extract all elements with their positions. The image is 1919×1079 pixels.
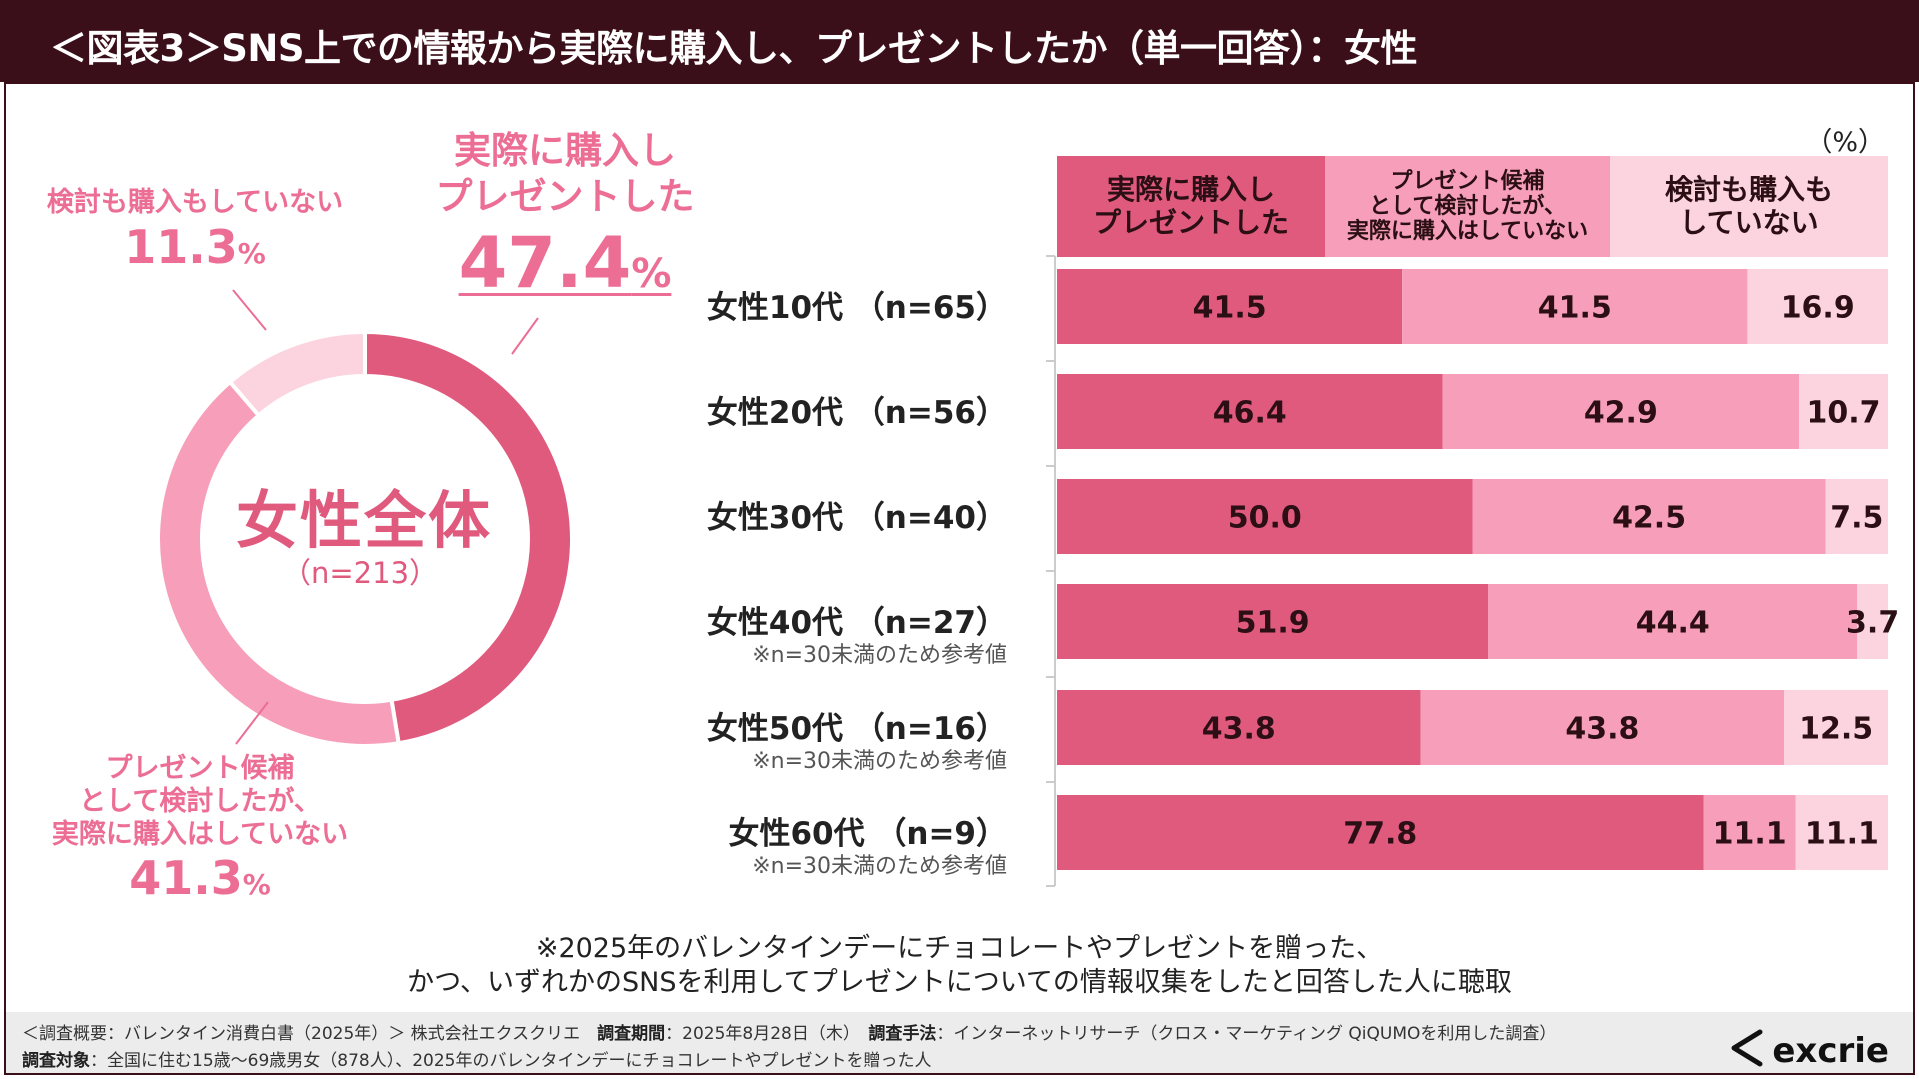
donut-label-none: 検討も購入もしていない 11.3% — [30, 186, 360, 274]
footnote-line1: ※2025年のバレンタインデーにチョコレートやプレゼントを贈った、 — [535, 933, 1384, 964]
donut-slice-considered — [156, 379, 401, 748]
bar-purchased-row6 — [1057, 795, 1704, 870]
bar-purchased-row1 — [1057, 269, 1403, 344]
bar-label-purchased-row1: 41.5 — [1193, 291, 1267, 326]
bar-label-none-row1: 16.9 — [1781, 291, 1855, 326]
bar-purchased-row3 — [1057, 479, 1473, 554]
legend-considered-line1: プレゼント候補 — [1390, 168, 1545, 194]
legend-purchased-line1: 実際に購入し — [1106, 173, 1275, 207]
donut-label-purchased-line1: 実際に購入し — [454, 129, 676, 172]
row-label-10s: 女性10代 （n=65） — [706, 290, 1007, 326]
legend-purchased: 実際に購入し プレゼントした — [1057, 156, 1325, 257]
bar-label-none-row3: 7.5 — [1830, 501, 1883, 536]
donut-label-none-line1: 検討も購入もしていない — [46, 187, 344, 218]
bar-considered-row5 — [1420, 690, 1785, 765]
survey-info-bar — [6, 1012, 1913, 1073]
bar-none-row2 — [1799, 374, 1888, 449]
row-note-60s: ※n=30未満のため参考値 — [752, 854, 1007, 879]
legend-none: 検討も購入も していない — [1610, 156, 1888, 257]
donut-label-considered-line1: プレゼント候補 — [105, 753, 295, 784]
row-label-60s: 女性60代 （n=9） — [728, 816, 1007, 852]
row-label-20s: 女性20代 （n=56） — [706, 395, 1007, 431]
donut-label-considered-line3: 実際に購入はしていない — [51, 819, 349, 850]
bar-considered-row6 — [1703, 795, 1796, 870]
donut-unit-purchased: % — [631, 251, 672, 297]
legend-purchased-line2: プレゼントした — [1092, 205, 1289, 239]
bar-label-purchased-row6: 77.8 — [1343, 817, 1417, 852]
bar-label-considered-row5: 43.8 — [1565, 712, 1639, 747]
legend-none-line1: 検討も購入も — [1664, 173, 1833, 207]
donut-slice-none — [227, 329, 367, 419]
donut-center-n: （n=213） — [282, 556, 439, 590]
row-label-40s: 女性40代 （n=27） — [706, 605, 1007, 641]
title-bar: ＜図表3＞SNS上での情報から実際に購入し、プレゼントしたか（単一回答）：女性 — [0, 0, 1919, 82]
legend-none-line2: していない — [1679, 205, 1819, 239]
logo-mark-icon — [1731, 1029, 1763, 1067]
donut-label-considered-line2: として検討したが、 — [79, 786, 321, 817]
legend-considered-line2: として検討したが、 — [1369, 193, 1566, 219]
bar-none-row6 — [1795, 795, 1888, 870]
survey-overview: ＜調査概要：バレンタイン消費白書（2025年）＞ 株式会社エクスクリエ — [22, 1024, 598, 1044]
donut-label-purchased: 実際に購入し プレゼントした 47.4% — [420, 128, 710, 304]
bar-considered-row4 — [1488, 584, 1858, 659]
leader-line-none — [232, 289, 267, 331]
donut-label-considered: プレゼント候補 として検討したが、 実際に購入はしていない 41.3% — [40, 752, 360, 905]
bar-considered-row2 — [1442, 374, 1800, 449]
bar-label-none-row2: 10.7 — [1807, 396, 1881, 431]
bar-label-purchased-row2: 46.4 — [1213, 396, 1287, 431]
survey-line1: ＜調査概要：バレンタイン消費白書（2025年）＞ 株式会社エクスクリエ 調査期間… — [22, 1019, 1556, 1044]
bar-label-purchased-row5: 43.8 — [1202, 712, 1276, 747]
survey-period-value: ：2025年8月28日（木） — [665, 1024, 869, 1044]
donut-unit-none: % — [237, 237, 266, 270]
donut-value-none: 11.3 — [124, 220, 238, 274]
bar-purchased-row5 — [1057, 690, 1421, 765]
survey-line2: 調査対象：全国に住む15歳～69歳男女（878人）、2025年のバレンタインデー… — [22, 1046, 931, 1071]
survey-method-label: 調査手法 — [868, 1024, 937, 1044]
bar-considered-row3 — [1472, 479, 1826, 554]
bar-purchased-row2 — [1057, 374, 1443, 449]
bar-purchased-row4 — [1057, 584, 1489, 659]
survey-period-label: 調査期間 — [597, 1024, 666, 1044]
row-note-40s: ※n=30未満のため参考値 — [752, 643, 1007, 668]
donut-center-title: 女性全体 — [236, 484, 493, 557]
bar-label-purchased-row3: 50.0 — [1228, 501, 1302, 536]
donut-value-purchased: 47.4 — [458, 222, 632, 304]
bar-label-none-row6: 11.1 — [1805, 817, 1879, 852]
leader-line-purchased — [511, 317, 539, 355]
survey-target-value: ：全国に住む15歳～69歳男女（878人）、2025年のバレンタインデーにチョコ… — [90, 1051, 932, 1071]
row-label-30s: 女性30代 （n=40） — [706, 500, 1007, 536]
bar-none-row3 — [1825, 479, 1888, 554]
percent-unit: （%） — [1805, 127, 1885, 158]
survey-method-value: ：インターネットリサーチ（クロス・マーケティング QiQUMOを利用した調査） — [936, 1024, 1557, 1044]
bar-label-none-row4: 3.7 — [1846, 606, 1899, 641]
donut-label-purchased-line2: プレゼントした — [435, 175, 695, 218]
bar-label-none-row5: 12.5 — [1799, 712, 1873, 747]
bar-label-considered-row1: 41.5 — [1538, 291, 1612, 326]
bar-label-considered-row6: 11.1 — [1713, 817, 1787, 852]
donut-slice-purchased — [363, 329, 574, 746]
row-note-50s: ※n=30未満のため参考値 — [752, 749, 1007, 774]
bar-label-considered-row4: 44.4 — [1636, 606, 1710, 641]
bar-label-purchased-row4: 51.9 — [1236, 606, 1310, 641]
logo-text: excrie — [1772, 1031, 1889, 1071]
donut-value-considered: 41.3 — [129, 851, 243, 905]
legend-considered: プレゼント候補 として検討したが、 実際に購入はしていない — [1325, 156, 1610, 257]
bar-considered-row1 — [1402, 269, 1748, 344]
bar-none-row4 — [1857, 584, 1888, 659]
bar-none-row1 — [1747, 269, 1888, 344]
leader-line-considered — [235, 701, 269, 745]
bar-label-considered-row3: 42.5 — [1612, 501, 1686, 536]
bar-label-considered-row2: 42.9 — [1584, 396, 1658, 431]
excrie-logo: excrie — [1726, 1028, 1889, 1071]
legend-considered-line3: 実際に購入はしていない — [1346, 219, 1589, 245]
survey-target-label: 調査対象 — [22, 1051, 90, 1071]
bar-none-row5 — [1784, 690, 1888, 765]
donut-unit-considered: % — [242, 868, 271, 901]
page-title: ＜図表3＞SNS上での情報から実際に購入し、プレゼントしたか（単一回答）：女性 — [50, 27, 1418, 70]
row-label-50s: 女性50代 （n=16） — [706, 711, 1007, 747]
footnote-line2: かつ、いずれかのSNSを利用してプレゼントについての情報収集をしたと回答した人に… — [407, 967, 1512, 998]
